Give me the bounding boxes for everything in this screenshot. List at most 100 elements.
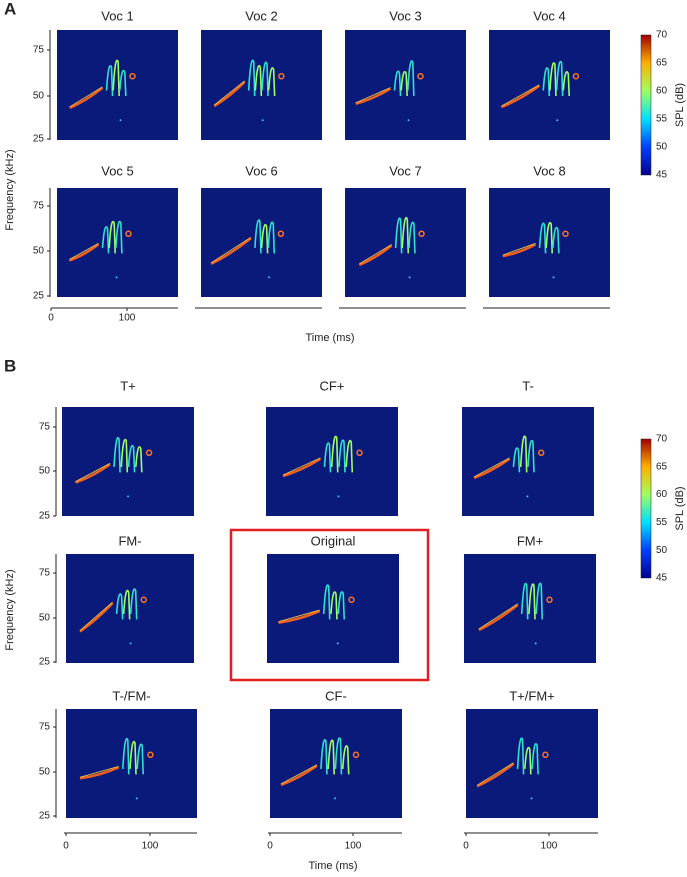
y-tick-label: 50 (33, 91, 45, 102)
spectro-trace (330, 435, 339, 473)
plot-title: Voc 2 (245, 8, 278, 23)
spectro-trace (213, 81, 246, 108)
y-axis-label: Frequency (kHz) (4, 569, 16, 650)
colorbar-tick-label: 70 (656, 434, 668, 445)
spectro-trace (512, 447, 521, 473)
y-tick-label: 50 (39, 613, 51, 624)
plot-title: Voc 7 (389, 163, 422, 178)
x-tick-label: 100 (345, 841, 362, 852)
spectro-trace (358, 244, 393, 267)
x-tick-label: 0 (463, 841, 469, 852)
colorbar (640, 34, 652, 176)
spectro-trace (75, 463, 111, 482)
spectro-trace (278, 609, 321, 624)
spectro-trace (108, 220, 116, 254)
y-tick-label: 75 (33, 45, 45, 56)
spectro-trace (282, 457, 322, 478)
spectro-trace (341, 745, 350, 775)
spectro-trace (355, 87, 391, 104)
spectro-trace (562, 71, 571, 97)
y-axis-label: Frequency (kHz) (4, 149, 16, 230)
spectro-trace (407, 60, 415, 97)
spectro-trace (145, 449, 153, 457)
spectro-trace (261, 119, 264, 122)
spectro-trace (408, 221, 416, 254)
colorbar-tick-label: 65 (656, 58, 668, 69)
spectro-trace (75, 463, 111, 484)
x-tick-label: 100 (119, 313, 136, 324)
spectrogram (267, 554, 399, 663)
plot-title: FM- (118, 533, 141, 548)
spectro-trace (113, 437, 121, 473)
plot-title: CF+ (320, 378, 345, 393)
spectrogram (57, 188, 178, 297)
spectro-trace (280, 764, 318, 785)
spectro-trace (531, 743, 539, 775)
x-axis-label: Time (ms) (305, 332, 354, 344)
spectro-trace (210, 237, 252, 266)
plot-title: Original (311, 533, 356, 548)
spectro-trace (555, 60, 564, 97)
spectro-trace (526, 495, 529, 498)
spectro-trace (122, 738, 130, 775)
spectro-trace (552, 226, 560, 254)
spectro-trace (356, 449, 363, 457)
spectrogram (345, 188, 466, 297)
spectro-trace (278, 72, 285, 80)
colorbar-tick-label: 60 (656, 86, 668, 97)
spectro-trace (537, 449, 545, 457)
colorbar (640, 438, 652, 579)
x-tick-label: 0 (63, 841, 69, 852)
spectro-trace (542, 67, 551, 97)
spectro-trace (473, 457, 511, 480)
spectro-trace (524, 746, 532, 775)
spectro-trace (119, 119, 122, 122)
spectro-trace (320, 739, 328, 775)
plot-title: CF- (325, 688, 347, 703)
spectro-trace (520, 582, 529, 620)
spectro-trace (334, 737, 343, 775)
spectro-trace (129, 642, 132, 645)
spectro-trace (135, 446, 143, 473)
spectro-trace (542, 751, 549, 759)
spectro-trace (355, 87, 392, 106)
spectrogram (66, 709, 197, 818)
spectro-trace (323, 442, 332, 473)
spectro-trace (267, 67, 276, 97)
plot-title: T-/FM- (112, 688, 150, 703)
spectro-trace (562, 230, 569, 238)
spectro-trace (408, 276, 411, 279)
spectro-trace (125, 230, 132, 238)
spectro-trace (337, 495, 340, 498)
spectro-trace (129, 588, 138, 620)
spectro-trace (394, 217, 403, 254)
colorbar-label: SPL (dB) (674, 83, 686, 127)
spectro-trace (327, 739, 335, 775)
colorbar-tick-label: 45 (656, 170, 668, 181)
plot-title: Voc 6 (245, 163, 278, 178)
y-tick-label: 25 (39, 657, 51, 668)
y-tick-label: 75 (39, 722, 51, 733)
spectro-trace (267, 276, 270, 279)
spectro-trace (254, 219, 262, 254)
colorbar-tick-label: 55 (656, 517, 668, 528)
colorbar-tick-label: 45 (656, 573, 668, 584)
spectro-trace (261, 61, 269, 97)
spectro-trace (105, 65, 114, 97)
spectro-trace (549, 62, 557, 97)
spectro-trace (400, 70, 408, 97)
x-tick-label: 100 (541, 841, 558, 852)
y-tick-label: 25 (39, 511, 51, 522)
spectrogram (62, 407, 194, 516)
spectro-trace (359, 244, 392, 265)
spectro-trace (338, 439, 346, 473)
spectro-trace (545, 221, 554, 254)
spectro-trace (502, 243, 536, 256)
plot-title: Voc 5 (101, 163, 134, 178)
spectro-trace (417, 72, 424, 80)
spectro-trace (333, 797, 336, 800)
spectro-trace (68, 243, 100, 262)
x-axis-label: Time (ms) (308, 860, 357, 872)
colorbar-tick-label: 50 (656, 545, 668, 556)
